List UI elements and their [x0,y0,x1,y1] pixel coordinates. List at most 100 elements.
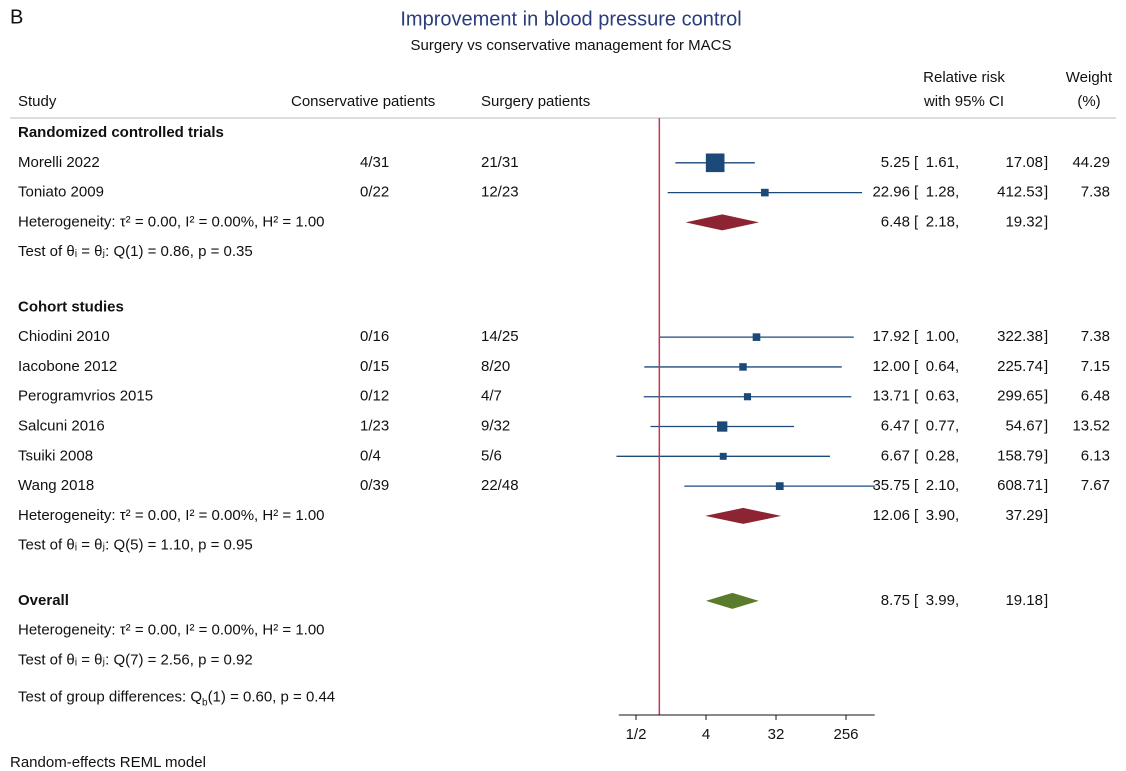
effect-estimate: 12.00 [872,358,910,375]
study-name: Salcuni 2016 [18,417,105,434]
ci-lower: 1.61 [926,154,955,171]
effect-estimate: 17.92 [872,328,910,345]
study-name: Iacobone 2012 [18,358,117,375]
surgery-count: 12/23 [481,184,519,201]
column-header: Conservative patients [291,93,435,110]
effect-estimate: 5.25 [881,154,910,171]
column-header: Surgery patients [481,93,590,110]
comma: , [955,328,959,345]
bracket: ] [1044,507,1048,524]
ci-upper: 19.32 [1005,213,1043,230]
column-header: (%) [1077,93,1100,110]
pooled-diamond [705,507,782,524]
conservative-count: 0/22 [360,184,389,201]
comma: , [955,592,959,609]
pooled-diamond [705,592,759,609]
effect-estimate: 35.75 [872,477,910,494]
study-square [739,363,747,371]
ci-lower: 2.18 [926,213,955,230]
surgery-count: 14/25 [481,328,519,345]
ci-upper: 412.53 [997,184,1043,201]
x-tick-label: 1/2 [626,726,647,743]
weight: 6.48 [1081,388,1110,405]
bracket: [ [914,477,919,494]
conservative-count: 0/4 [360,447,381,464]
group-heading: Randomized controlled trials [18,124,224,141]
ci-lower: 1.00 [926,328,955,345]
ci-lower: 2.10 [926,477,955,494]
comma: , [955,477,959,494]
study-name: Morelli 2022 [18,154,100,171]
conservative-count: 1/23 [360,417,389,434]
ci-upper: 608.71 [997,477,1043,494]
bracket: ] [1044,417,1048,434]
effect-estimate: 6.48 [881,213,910,230]
weight: 6.13 [1081,447,1110,464]
effect-estimate: 13.71 [872,388,910,405]
x-tick-label: 32 [768,726,785,743]
ci-upper: 322.38 [997,328,1043,345]
homogeneity-test: Test of θᵢ = θⱼ: Q(7) = 2.56, p = 0.92 [18,651,253,668]
effect-estimate: 8.75 [881,592,910,609]
ci-upper: 37.29 [1005,507,1043,524]
bracket: ] [1044,388,1048,405]
ci-lower: 0.64 [926,358,955,375]
overall-heading: Overall [18,592,69,609]
surgery-count: 5/6 [481,447,502,464]
column-header: Relative risk [923,69,1005,86]
weight: 7.38 [1081,184,1110,201]
bracket: [ [914,417,919,434]
bracket: ] [1044,184,1048,201]
column-header: with 95% CI [923,93,1004,110]
ci-lower: 0.28 [926,447,955,464]
bracket: ] [1044,592,1048,609]
text-part: Test of group differences: Q [18,689,202,706]
study-square [743,393,752,401]
x-tick-label: 4 [702,726,710,743]
surgery-count: 9/32 [481,417,510,434]
weight: 7.67 [1081,477,1110,494]
study-name: Toniato 2009 [18,184,104,201]
footer-note: Random-effects REML model [10,754,206,771]
panel-label: B [10,6,23,28]
bracket: [ [914,184,919,201]
ci-upper: 225.74 [997,358,1043,375]
bracket: ] [1044,477,1048,494]
comma: , [955,184,959,201]
study-name: Wang 2018 [18,477,94,494]
homogeneity-test: Test of θᵢ = θⱼ: Q(5) = 1.10, p = 0.95 [18,537,253,554]
x-tick-label: 256 [834,726,859,743]
text-part: (1) = 0.60, p = 0.44 [208,689,336,706]
ci-upper: 299.65 [997,388,1043,405]
group-difference-test: Test of group differences: Qb(1) = 0.60,… [18,689,335,709]
bracket: [ [914,328,919,345]
surgery-count: 8/20 [481,358,510,375]
ci-lower: 1.28 [926,184,955,201]
comma: , [955,417,959,434]
bracket: [ [914,447,919,464]
ci-upper: 158.79 [997,447,1043,464]
group-heading: Cohort studies [18,298,124,315]
study-square [761,188,769,197]
bracket: ] [1044,447,1048,464]
study-square [717,421,728,432]
heterogeneity: Heterogeneity: τ² = 0.00, I² = 0.00%, H²… [18,507,325,524]
study-square [705,153,725,173]
subscript: b [202,698,208,709]
conservative-count: 0/15 [360,358,389,375]
bracket: ] [1044,213,1048,230]
ci-lower: 3.99 [926,592,955,609]
ci-upper: 54.67 [1005,417,1043,434]
bracket: [ [914,507,919,524]
surgery-count: 21/31 [481,154,519,171]
comma: , [955,154,959,171]
ci-lower: 0.77 [926,417,955,434]
effect-estimate: 6.47 [881,417,910,434]
bracket: ] [1044,154,1048,171]
bracket: [ [914,592,919,609]
bracket: ] [1044,358,1048,375]
study-name: Chiodini 2010 [18,328,110,345]
bracket: [ [914,154,919,171]
weight: 7.15 [1081,358,1110,375]
